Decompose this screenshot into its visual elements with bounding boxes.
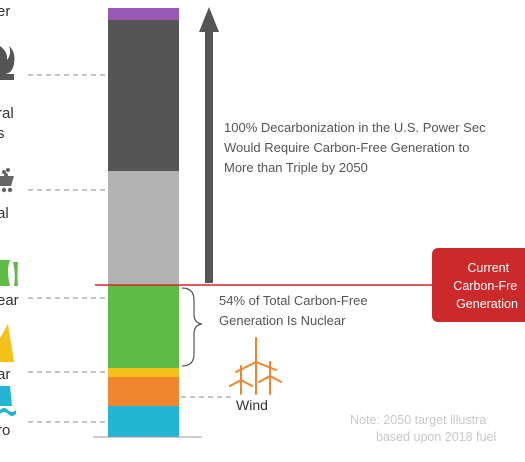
bar-segment-wind: [108, 377, 179, 406]
current-carbon-free-box: Current Carbon-Fre Generation: [432, 248, 525, 322]
stacked-bar: [108, 8, 179, 437]
flame-icon: [0, 46, 15, 80]
side-label-other: er: [0, 3, 10, 20]
wind-label: Wind: [236, 397, 268, 413]
coal-cart-icon: [0, 168, 14, 193]
bar-segment-hydro: [108, 406, 179, 437]
leader-lines: [28, 74, 106, 423]
bar-segment-natural-gas: [108, 20, 179, 171]
nuclear-annotation: 54% of Total Carbon-Free Generation Is N…: [219, 293, 371, 328]
arrow-annotation: 100% Decarbonization in the U.S. Power S…: [224, 120, 489, 175]
solar-panel-icon: [0, 324, 14, 362]
side-label-nuclear: ear: [0, 292, 19, 309]
side-label-natural-gas: ral: [0, 105, 14, 122]
side-labels: er ral s al ear ar ro: [0, 3, 19, 439]
wind-turbine-icon: [229, 337, 282, 395]
nuclear-bracket: [181, 287, 203, 367]
bar-segment-nuclear: [108, 285, 179, 368]
bar-segment-other: [108, 8, 179, 20]
bar-segment-solar: [108, 368, 179, 377]
side-label-hydro: ro: [0, 422, 10, 439]
bar-segment-coal: [108, 171, 179, 285]
nuclear-plant-icon: [0, 260, 18, 286]
hydro-dam-icon: [0, 386, 16, 416]
svg-text:Current Carbon-Fre: Current Carbon-Fre Generation: [453, 261, 520, 311]
side-label-solar: ar: [0, 366, 10, 383]
footnote: Note: 2050 target illustra based upon 20…: [350, 413, 496, 444]
arrow-up-icon: [199, 7, 219, 283]
side-label-coal: al: [0, 205, 9, 222]
side-label-natural-gas: s: [0, 125, 5, 142]
